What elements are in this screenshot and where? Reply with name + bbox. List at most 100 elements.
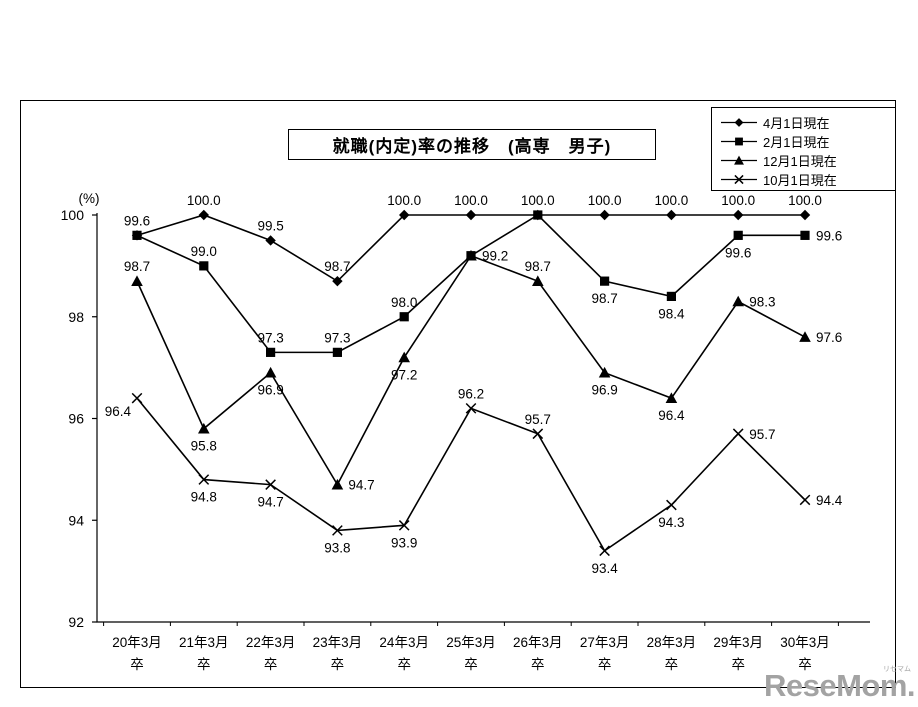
data-label: 93.8 (324, 540, 350, 555)
axes (96, 213, 870, 623)
y-tick-label: 96 (68, 411, 84, 427)
cross-marker-icon (131, 392, 143, 404)
cross-marker-icon (465, 402, 477, 414)
x-tick-label: 25年3月 (446, 635, 496, 650)
diamond-marker-icon (332, 275, 343, 287)
diamond-marker-icon (399, 209, 410, 221)
triangle-marker-icon (264, 366, 277, 378)
data-label: 97.2 (391, 367, 417, 382)
square-marker-icon (533, 210, 543, 220)
diamond-marker-icon (198, 209, 209, 221)
chart-frame (20, 100, 896, 688)
data-label: 96.9 (591, 383, 617, 398)
cross-marker-icon (799, 494, 811, 506)
x-tick-label: 29年3月 (713, 635, 763, 650)
data-label: 100.0 (721, 193, 755, 208)
y-axis-unit: (%) (79, 191, 100, 206)
data-label: 97.3 (324, 330, 350, 345)
diamond-marker-icon (733, 209, 744, 221)
square-marker-icon (266, 347, 276, 357)
legend-label: 12月1日現在 (763, 154, 837, 169)
data-label: 95.8 (191, 439, 217, 454)
series-line (136, 397, 806, 552)
data-label: 93.9 (391, 535, 417, 550)
data-label: 96.4 (658, 408, 685, 423)
square-marker-icon (666, 291, 676, 301)
square-marker-icon (800, 230, 810, 240)
data-label: 95.7 (749, 427, 775, 442)
data-label: 97.6 (816, 330, 842, 345)
x-tick-label: 27年3月 (580, 635, 630, 650)
data-label: 96.2 (458, 386, 484, 401)
square-marker-icon (735, 137, 743, 146)
x-tick-label-suffix: 卒 (598, 657, 612, 672)
diamond-marker-icon (465, 209, 477, 221)
data-label: 94.7 (257, 495, 283, 510)
cross-marker-icon (265, 479, 276, 490)
series-square: 99.0 97.3 97.3 98.0 99.2 98.7 98.4 99.6 99.6 (132, 210, 842, 357)
legend-item-diamond: 4月1日現在 (720, 113, 895, 132)
legend-item-triangle: 12月1日現在 (720, 151, 895, 170)
x-tick-label-suffix: 卒 (531, 657, 545, 672)
square-marker-icon (132, 230, 142, 240)
triangle-marker-icon (598, 366, 611, 378)
diamond-marker-icon (265, 235, 276, 246)
cross-marker-icon (734, 174, 744, 185)
square-marker-icon (199, 261, 209, 271)
data-label: 100.0 (788, 193, 822, 208)
series-line (136, 213, 805, 354)
legend-square-icon (721, 137, 757, 146)
watermark-text: ReseMom. (763, 668, 916, 703)
y-tick-label: 94 (68, 512, 84, 528)
legend-triangle-icon (721, 155, 757, 165)
data-label: 99.6 (725, 245, 751, 260)
triangle-marker-icon (331, 478, 344, 490)
triangle-marker-icon (398, 351, 410, 363)
data-label: 99.2 (482, 249, 508, 264)
series-cross: 96.4 94.8 94.7 93.8 93.9 96.2 95.7 93.4 94.3 95.7… (105, 386, 843, 575)
data-label: 94.3 (658, 515, 684, 530)
x-tick-label: 24年3月 (379, 635, 429, 650)
x-tick-label-suffix: 卒 (264, 657, 278, 672)
square-marker-icon (733, 230, 743, 240)
data-label: 98.7 (124, 259, 150, 274)
data-label: 93.4 (591, 561, 618, 576)
x-tick-label: 30年3月 (780, 635, 830, 650)
legend-diamond-icon (721, 118, 757, 127)
series-triangle: 98.7 95.8 96.9 94.7 97.2 98.7 96.9 96.4 98.3 97.6 (124, 249, 842, 493)
x-tick-label: 22年3月 (246, 635, 296, 650)
x-tick-label: 21年3月 (179, 635, 229, 650)
triangle-marker-icon (734, 155, 744, 165)
triangle-marker-icon (799, 331, 811, 342)
data-label: 99.6 (816, 228, 842, 243)
data-label: 95.7 (525, 412, 551, 427)
x-tick-label-suffix: 卒 (331, 657, 345, 672)
triangle-marker-icon (532, 275, 544, 286)
data-label: 98.3 (749, 294, 775, 309)
data-label: 96.9 (257, 383, 283, 398)
cross-marker-icon (732, 428, 744, 440)
diamond-marker-icon (666, 209, 677, 221)
triangle-marker-icon (465, 249, 477, 261)
diamond-marker-icon (599, 209, 610, 221)
legend-label: 2月1日現在 (763, 135, 830, 150)
data-label: 100.0 (588, 193, 622, 208)
data-label: 100.0 (187, 193, 221, 208)
cross-marker-icon (532, 428, 544, 440)
x-tick-label-suffix: 卒 (130, 657, 144, 672)
series-line (136, 254, 806, 487)
data-label: 94.4 (816, 493, 843, 508)
data-label: 100.0 (454, 193, 488, 208)
data-label: 99.6 (124, 213, 150, 228)
square-marker-icon (600, 276, 610, 286)
x-tick-label: 26年3月 (513, 635, 563, 650)
legend-label: 10月1日現在 (763, 173, 837, 188)
watermark-small-text: リセマム (883, 666, 911, 673)
diamond-marker-icon (799, 209, 811, 221)
y-tick-label: 92 (68, 614, 84, 630)
data-label: 94.8 (191, 490, 217, 505)
watermark-logo: ReseMom. リセマム (763, 666, 916, 703)
x-tick-label: 20年3月 (112, 635, 162, 650)
legend-cross-icon (721, 174, 757, 185)
